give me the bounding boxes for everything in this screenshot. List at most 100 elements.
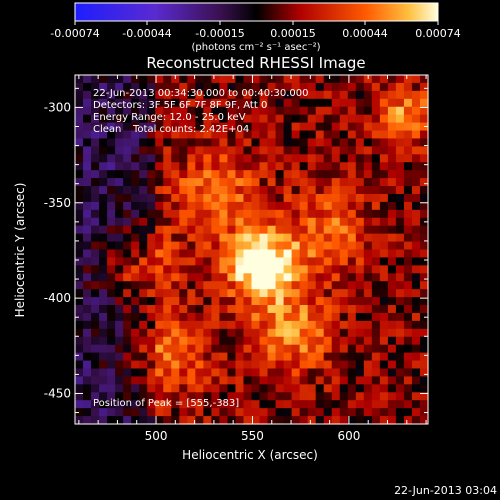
heatmap-pixel [387, 312, 397, 322]
heatmap-pixel [75, 400, 84, 409]
heatmap-pixel [107, 90, 116, 100]
heatmap-pixel [91, 209, 100, 219]
heatmap-pixel [163, 138, 172, 147]
heatmap-pixel [155, 114, 164, 124]
heatmap-pixel [203, 201, 212, 211]
heatmap-pixel [115, 241, 124, 251]
heatmap-pixel [267, 257, 277, 266]
heatmap-pixel [203, 312, 212, 322]
heatmap-pixel [387, 257, 397, 266]
heatmap-pixel [379, 352, 389, 362]
heatmap-pixel [275, 154, 285, 163]
heatmap-pixel [211, 289, 221, 298]
heatmap-pixel [155, 384, 164, 393]
heatmap-pixel [251, 360, 261, 370]
heatmap-pixel [171, 154, 180, 163]
heatmap-pixel [355, 416, 365, 425]
heatmap-pixel [123, 122, 132, 132]
heatmap-pixel [283, 233, 293, 243]
heatmap-pixel [75, 98, 84, 108]
heatmap-pixel [379, 130, 389, 140]
heatmap-pixel [123, 170, 132, 179]
heatmap-pixel [331, 400, 341, 409]
heatmap-pixel [419, 209, 429, 219]
heatmap-pixel [115, 257, 124, 266]
heatmap-pixel [163, 106, 172, 116]
heatmap-pixel [315, 154, 325, 163]
heatmap-pixel [203, 75, 212, 84]
heatmap-pixel [99, 384, 108, 393]
heatmap-pixel [75, 368, 84, 378]
heatmap-pixel [139, 416, 148, 425]
heatmap-pixel [163, 82, 172, 92]
heatmap-pixel [115, 281, 124, 290]
heatmap-pixel [203, 360, 212, 370]
heatmap-pixel [235, 170, 245, 179]
heatmap-pixel [123, 146, 132, 155]
heatmap-pixel [371, 82, 381, 92]
heatmap-pixel [403, 408, 413, 417]
heatmap-pixel [363, 75, 373, 84]
heatmap-pixel [299, 130, 309, 140]
heatmap-pixel [219, 392, 229, 401]
heatmap-pixel [131, 376, 140, 385]
heatmap-pixel [267, 289, 277, 298]
heatmap-pixel [379, 392, 389, 401]
heatmap-pixel [347, 75, 357, 84]
heatmap-pixel [355, 114, 365, 124]
heatmap-pixel [307, 178, 317, 187]
heatmap-pixel [187, 384, 196, 393]
heatmap-pixel [235, 193, 245, 203]
heatmap-pixel [219, 416, 229, 425]
heatmap-pixel [291, 154, 301, 163]
heatmap-pixel [363, 90, 373, 100]
heatmap-pixel [371, 130, 381, 140]
heatmap-pixel [387, 297, 397, 306]
heatmap-pixel [347, 320, 357, 330]
heatmap-pixel [139, 241, 148, 251]
heatmap-pixel [419, 384, 429, 393]
heatmap-pixel [107, 130, 116, 140]
heatmap-pixel [139, 178, 148, 187]
heatmap-pixel [139, 75, 148, 84]
heatmap-pixel [147, 138, 156, 147]
heatmap-pixel [235, 75, 245, 84]
heatmap-pixel [291, 233, 301, 243]
heatmap-pixel [259, 289, 269, 298]
heatmap-pixel [347, 416, 357, 425]
heatmap-pixel [235, 154, 245, 163]
heatmap-pixel [339, 344, 349, 354]
heatmap-pixel [163, 249, 172, 259]
heatmap-pixel [219, 305, 229, 314]
heatmap-pixel [267, 400, 277, 409]
heatmap-pixel [163, 75, 172, 84]
heatmap-pixel [147, 201, 156, 211]
heatmap-pixel [91, 384, 100, 393]
heatmap-pixel [243, 201, 253, 211]
heatmap-pixel [395, 297, 405, 306]
heatmap-pixel [275, 162, 285, 171]
heatmap-pixel [339, 209, 349, 219]
heatmap-pixel [147, 241, 156, 251]
heatmap-pixel [403, 305, 413, 314]
heatmap-pixel [283, 106, 293, 116]
heatmap-pixel [275, 241, 285, 251]
heatmap-pixel [179, 233, 188, 243]
heatmap-pixel [219, 178, 229, 187]
heatmap-pixel [355, 217, 365, 227]
heatmap-pixel [219, 241, 229, 251]
heatmap-pixel [131, 273, 140, 282]
heatmap-pixel [251, 233, 261, 243]
heatmap-pixel [291, 257, 301, 266]
heatmap-pixel [179, 408, 188, 417]
heatmap-pixel [235, 114, 245, 124]
heatmap-pixel [171, 297, 180, 306]
heatmap-pixel [123, 368, 132, 378]
heatmap-pixel [107, 201, 116, 211]
heatmap-pixel [251, 154, 261, 163]
heatmap-pixel [123, 217, 132, 227]
heatmap-pixel [379, 368, 389, 378]
heatmap-pixel [251, 209, 261, 219]
heatmap-pixel [83, 336, 92, 346]
heatmap-pixel [195, 75, 204, 84]
